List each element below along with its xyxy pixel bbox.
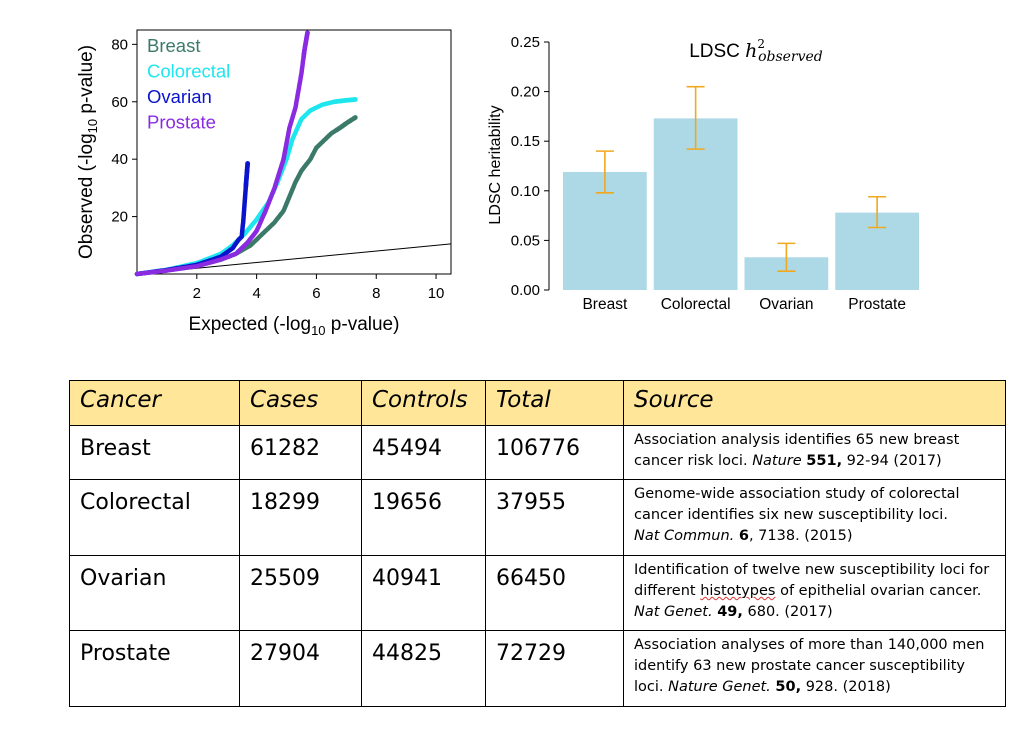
qq-legend-entry: Ovarian	[147, 86, 212, 107]
source-text: identify 63 new prostate cancer suscepti…	[634, 658, 965, 675]
source-text: Association analysis identifies 65 new b…	[634, 432, 960, 448]
qq-series-prostate	[134, 30, 310, 277]
cell-source: Association analysis identifies 65 new b…	[623, 424, 1006, 481]
header-cases: Cases	[239, 380, 362, 426]
qq-x-tick-label: 6	[312, 285, 320, 302]
source-journal: Nature Genet.	[668, 679, 771, 696]
cell-source: Association analyses of more than 140,00…	[623, 630, 1006, 707]
cell-cases: 27904	[239, 630, 362, 707]
source-text: Genome-wide association study of colorec…	[634, 486, 960, 503]
bar-y-tick-label: 0.05	[511, 232, 540, 249]
bar-y-tick-label: 0.10	[511, 183, 540, 200]
source-journal: Nat Genet.	[634, 603, 713, 620]
cell-source: Identification of twelve new susceptibil…	[623, 554, 1006, 632]
source-text: of epithelial ovarian cancer.	[775, 582, 982, 599]
qq-series-line	[134, 30, 310, 277]
source-journal: Nat Commun.	[634, 528, 735, 545]
cell-cancer: Colorectal	[69, 479, 240, 556]
cell-total: 106776	[485, 424, 624, 481]
qq-y-tick-label: 80	[111, 36, 128, 53]
cell-cancer: Ovarian	[69, 554, 240, 632]
bar-y-tick-label: 0.20	[511, 84, 540, 101]
bar-category-label: Prostate	[848, 296, 906, 313]
source-pages: 680. (2017)	[742, 603, 833, 620]
source-text: Identification of twelve new susceptibil…	[634, 561, 990, 578]
source-volume: 551,	[806, 453, 843, 469]
ldsc-bar-chart: LDSC h2 observed LDSC heritability 0.000.…	[487, 34, 919, 313]
cell-cases: 61282	[239, 424, 362, 481]
qq-plot-frame	[136, 29, 452, 275]
source-text: Association analyses of more than 140,00…	[634, 637, 985, 654]
cell-controls: 40941	[361, 554, 486, 632]
header-cancer: Cancer	[69, 380, 240, 426]
qq-x-axis-label: Expected (-log10 p-value)	[189, 314, 400, 338]
cell-total: 37955	[485, 479, 624, 556]
qq-axis-ticks: 2 4 6 8 10 20 40 60 80	[111, 36, 444, 302]
qq-series-group	[134, 30, 358, 277]
bar-y-tick-label: 0.25	[511, 34, 540, 51]
table-row: Breast 61282 45494 106776 Association an…	[69, 424, 1006, 481]
cell-cases: 18299	[239, 479, 362, 556]
cell-total: 72729	[485, 630, 624, 707]
source-pages: 92-94 (2017)	[842, 453, 942, 469]
bar-axes: 0.00 0.05 0.10 0.15 0.20 0.25	[511, 34, 550, 299]
source-text: different	[634, 582, 701, 599]
qq-y-tick-label: 20	[111, 209, 128, 226]
bar-y-tick-label: 0.00	[511, 282, 540, 299]
table-row: Ovarian 25509 40941 66450 Identification…	[69, 554, 1006, 632]
qq-point	[352, 97, 358, 102]
qq-legend-entry: Colorectal	[147, 61, 230, 82]
qq-y-tick-label: 40	[111, 151, 128, 168]
qq-plot: 2 4 6 8 10 20 40 60 80 Breast Colorectal Ovarian Pr…	[76, 29, 452, 338]
table-header-row: Cancer Cases Controls Total Source	[69, 380, 1006, 426]
bar-bars-group: Breast Colorectal Ovarian Prostate	[563, 85, 919, 313]
charts-area: 2 4 6 8 10 20 40 60 80 Breast Colorectal Ovarian Pr…	[76, 29, 919, 338]
source-spellcheck-word: histotypes	[700, 582, 776, 599]
source-volume: 6	[738, 528, 749, 545]
cell-controls: 19656	[361, 479, 486, 556]
bar-y-axis-label: LDSC heritability	[487, 105, 504, 224]
table-row: Prostate 27904 44825 72729 Association a…	[69, 630, 1006, 707]
source-text: loci.	[634, 679, 669, 696]
source-volume: 50,	[775, 679, 802, 696]
cell-controls: 45494	[361, 424, 486, 481]
source-volume: 49,	[717, 603, 743, 620]
source-text: cancer identifies six new susceptibility…	[634, 507, 948, 524]
qq-x-tick-label: 10	[428, 285, 445, 302]
table-row: Colorectal 18299 19656 37955 Genome-wide…	[69, 479, 1006, 556]
qq-y-tick-label: 60	[111, 94, 128, 111]
qq-x-tick-label: 4	[252, 285, 260, 302]
cell-cases: 25509	[239, 554, 362, 632]
cohort-table: Cancer Cases Controls Total Source Breas…	[69, 380, 1006, 707]
header-source: Source	[623, 380, 1006, 426]
source-pages: , 7138. (2015)	[748, 528, 853, 545]
qq-legend-entry: Breast	[147, 35, 200, 56]
qq-point	[305, 30, 310, 36]
cell-total: 66450	[485, 554, 624, 632]
cell-cancer: Prostate	[69, 630, 240, 707]
qq-legend: Breast Colorectal Ovarian Prostate	[147, 35, 230, 133]
header-total: Total	[485, 380, 624, 426]
qq-x-tick-label: 8	[372, 285, 380, 302]
source-journal: Nature	[752, 453, 802, 469]
cell-controls: 44825	[361, 630, 486, 707]
cell-source: Genome-wide association study of colorec…	[623, 479, 1006, 556]
bar-chart-title: LDSC h2 observed	[689, 37, 823, 65]
header-controls: Controls	[361, 380, 486, 426]
source-pages: 928. (2018)	[801, 679, 891, 696]
qq-point	[245, 161, 251, 166]
qq-point	[352, 115, 358, 120]
qq-y-axis-label: Observed (-log10 p-value)	[76, 45, 100, 259]
bar-y-tick-label: 0.15	[511, 133, 540, 150]
bar-category-label: Ovarian	[759, 296, 813, 313]
bar-category-label: Breast	[582, 296, 627, 313]
cell-cancer: Breast	[69, 424, 240, 481]
qq-x-tick-label: 2	[193, 285, 201, 302]
qq-legend-entry: Prostate	[147, 112, 216, 133]
bar-category-label: Colorectal	[661, 296, 731, 313]
source-text: cancer risk loci.	[634, 453, 753, 469]
